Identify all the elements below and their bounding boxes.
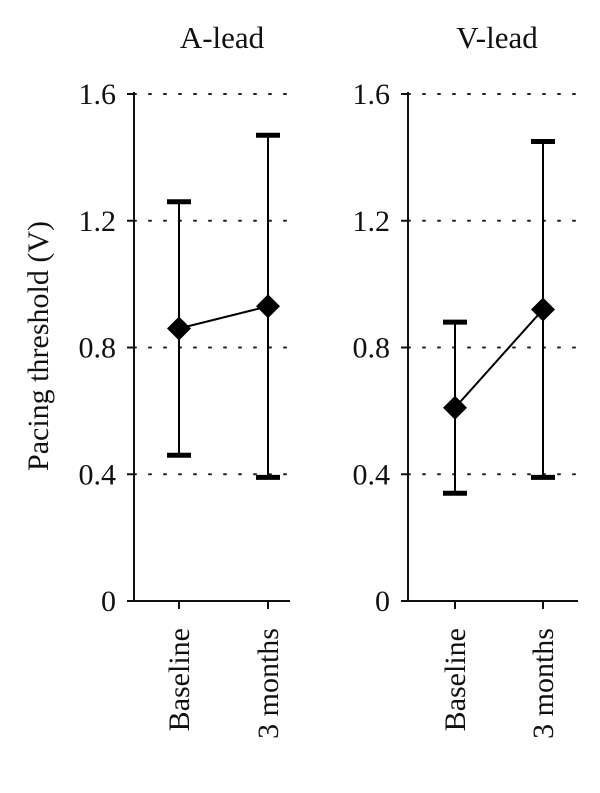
chart-title: A-lead [180,20,265,55]
y-tick-label: 0.4 [353,458,391,491]
chart-title: V-lead [456,20,538,55]
y-tick-label: 0 [375,585,390,618]
y-tick-label: 1.6 [353,78,391,111]
chart-panel-v-lead: V-lead 0 0.4 0.8 1.2 1.6 Baseline 3 months [353,20,579,739]
y-tick-label: 1.6 [79,78,117,111]
y-tick-label: 1.2 [353,205,391,238]
y-tick-label: 1.2 [79,205,117,238]
y-tick-label: 0 [101,585,116,618]
x-tick-label: 3 months [527,628,560,739]
data-point-marker [167,316,191,341]
series-line [178,305,269,330]
x-tick-label: Baseline [439,628,472,731]
x-tick-label: Baseline [163,628,196,731]
y-tick-label: 0.8 [79,332,117,365]
data-point-marker [443,395,467,420]
y-tick-label: 0.4 [79,458,117,491]
series-line [454,308,544,409]
data-point-marker [531,297,555,322]
chart-panel-a-lead: A-lead 0 0.4 0.8 1.2 1.6 Baseline 3 months [79,20,291,739]
data-point-marker [256,294,280,319]
y-tick-label: 0.8 [353,332,391,365]
y-axis-label: Pacing threshold (V) [22,221,55,471]
x-tick-label: 3 months [252,628,285,739]
